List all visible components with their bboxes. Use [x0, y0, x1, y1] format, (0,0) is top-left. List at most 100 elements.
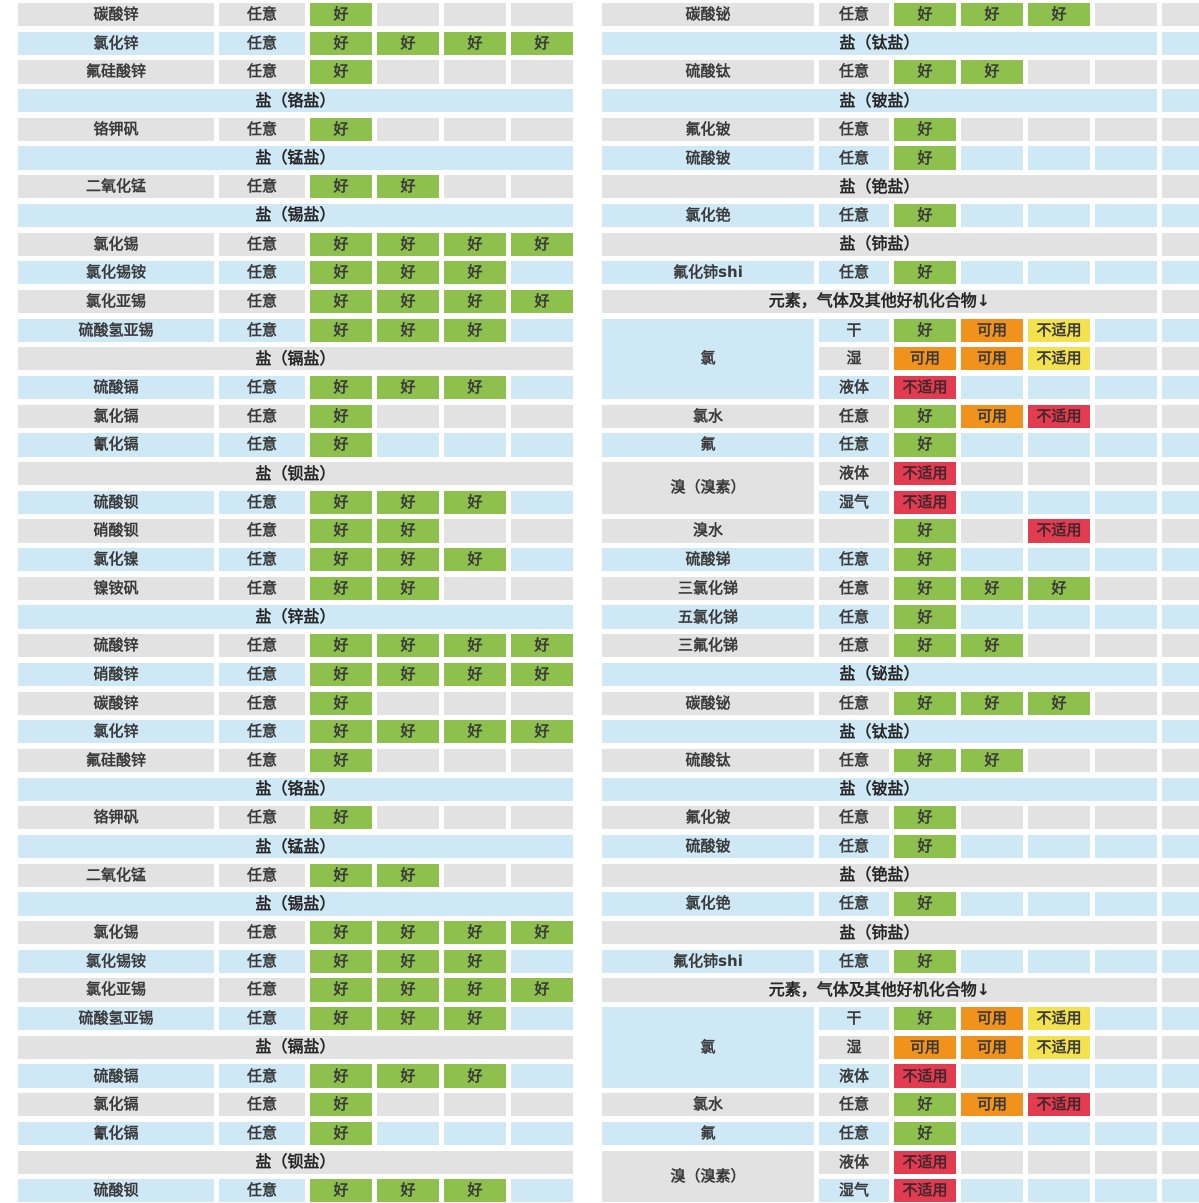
- rating-cell-empty: [961, 1179, 1023, 1203]
- rating-cell: 好: [511, 921, 573, 945]
- rating-cell: 好: [377, 375, 439, 400]
- rating-cell: 好: [894, 548, 956, 572]
- rating-cell-empty: [511, 404, 573, 428]
- compound-name-cell: 氟: [602, 1121, 814, 1145]
- rating-cell-empty: [444, 748, 506, 773]
- condition-cell: 任意: [819, 404, 889, 428]
- rating-cell: 不适用: [1028, 1035, 1090, 1059]
- rating-cell-empty: [1028, 949, 1090, 973]
- rating-cell: 不适用: [1028, 519, 1090, 543]
- rating-cell: 好: [894, 1121, 956, 1145]
- condition-cell: 任意: [219, 863, 305, 887]
- rating-cell: 不适用: [1028, 1007, 1090, 1031]
- rating-cell-empty: [511, 175, 573, 199]
- rating-cell-empty: [1028, 490, 1090, 514]
- rating-cell-empty: [961, 146, 1023, 170]
- rating-cell-empty: [1028, 433, 1090, 457]
- rating-cell-empty: [1095, 519, 1157, 543]
- rating-cell: 好: [511, 662, 573, 686]
- condition-cell: 任意: [219, 691, 305, 715]
- condition-cell: 任意: [819, 433, 889, 457]
- rating-cell-empty: [1095, 462, 1157, 486]
- condition-cell: 任意: [219, 3, 305, 27]
- rating-cell-empty: [1095, 318, 1157, 342]
- rating-cell: 好: [511, 720, 573, 744]
- compound-name-cell: 氯化锡铵: [18, 261, 214, 285]
- rating-cell: 好: [310, 978, 372, 1002]
- rating-cell-empty: [444, 863, 506, 887]
- rating-cell-empty: [511, 949, 573, 973]
- rating-cell: 好: [894, 3, 956, 27]
- rating-cell: 好: [444, 634, 506, 658]
- compound-name-cell: 氰化镉: [18, 1121, 214, 1145]
- rating-cell-empty: [511, 576, 573, 600]
- rating-cell: 可用: [961, 1035, 1023, 1059]
- rating-cell: 好: [377, 1007, 439, 1031]
- rating-cell-empty: [1162, 203, 1199, 227]
- rating-cell: 好: [310, 863, 372, 887]
- rating-cell: 好: [444, 921, 506, 945]
- rating-cell: 好: [377, 978, 439, 1002]
- rating-cell: 可用: [894, 1035, 956, 1059]
- rating-cell-empty: [961, 834, 1023, 859]
- rating-cell: 好: [377, 232, 439, 256]
- rating-cell-empty: [1095, 3, 1157, 27]
- condition-cell: 任意: [219, 433, 305, 457]
- rating-cell: 可用: [961, 347, 1023, 371]
- rating-cell: 好: [894, 634, 956, 658]
- rating-cell: 不适用: [1028, 318, 1090, 342]
- rating-cell-empty: [1162, 347, 1199, 371]
- compound-name-cell: 氯化亚锡: [18, 289, 214, 314]
- rating-cell-empty: [1095, 605, 1157, 629]
- rating-cell: 好: [894, 605, 956, 629]
- rating-cell: 好: [310, 232, 372, 256]
- compound-name-cell: 氟硅酸锌: [18, 748, 214, 773]
- condition-cell: 任意: [819, 806, 889, 830]
- condition-cell: 液体: [819, 1064, 889, 1088]
- rating-cell: 好: [377, 31, 439, 55]
- rating-cell-empty: [1162, 634, 1199, 658]
- rating-cell-empty: [1095, 60, 1157, 84]
- compound-name-cell: 碳酸铋: [602, 691, 814, 715]
- rating-cell-empty: [1162, 748, 1199, 773]
- rating-cell: 好: [511, 31, 573, 55]
- rating-cell: 好: [894, 404, 956, 428]
- section-header: 盐（钡盐）: [18, 1150, 573, 1174]
- rating-cell: 好: [894, 519, 956, 543]
- rating-cell-empty: [377, 60, 439, 84]
- condition-cell: 任意: [219, 1093, 305, 1117]
- rating-cell-empty: [511, 519, 573, 543]
- spacer-cell: [1162, 89, 1199, 113]
- rating-cell-empty: [511, 3, 573, 27]
- spacer-cell: [1162, 921, 1199, 945]
- rating-cell: 好: [377, 318, 439, 342]
- rating-cell: 好: [894, 203, 956, 227]
- compound-name-cell: 硫酸铍: [602, 834, 814, 859]
- rating-cell: 好: [310, 662, 372, 686]
- rating-cell-empty: [1028, 548, 1090, 572]
- rating-cell: 好: [1028, 691, 1090, 715]
- condition-cell: 任意: [219, 634, 305, 658]
- rating-cell: 好: [310, 404, 372, 428]
- rating-cell: 好: [377, 949, 439, 973]
- rating-cell: 好: [310, 318, 372, 342]
- rating-cell: 好: [894, 433, 956, 457]
- condition-cell: 任意: [819, 117, 889, 141]
- rating-cell-empty: [444, 433, 506, 457]
- rating-cell-empty: [511, 117, 573, 141]
- condition-cell: 任意: [219, 1064, 305, 1088]
- compound-name-cell: 二氧化锰: [18, 863, 214, 887]
- condition-cell: 任意: [219, 748, 305, 773]
- rating-cell: 好: [894, 1093, 956, 1117]
- rating-cell-empty: [961, 117, 1023, 141]
- condition-cell: 任意: [219, 318, 305, 342]
- rating-cell: 好: [310, 691, 372, 715]
- rating-cell: 好: [310, 261, 372, 285]
- rating-cell-empty: [511, 1179, 573, 1203]
- rating-cell-empty: [1095, 117, 1157, 141]
- rating-cell-empty: [1162, 1093, 1199, 1117]
- compound-name-cell: 硫酸锌: [18, 634, 214, 658]
- compound-name-cell: 硫酸钛: [602, 60, 814, 84]
- condition-cell: 液体: [819, 375, 889, 400]
- rating-cell-empty: [377, 691, 439, 715]
